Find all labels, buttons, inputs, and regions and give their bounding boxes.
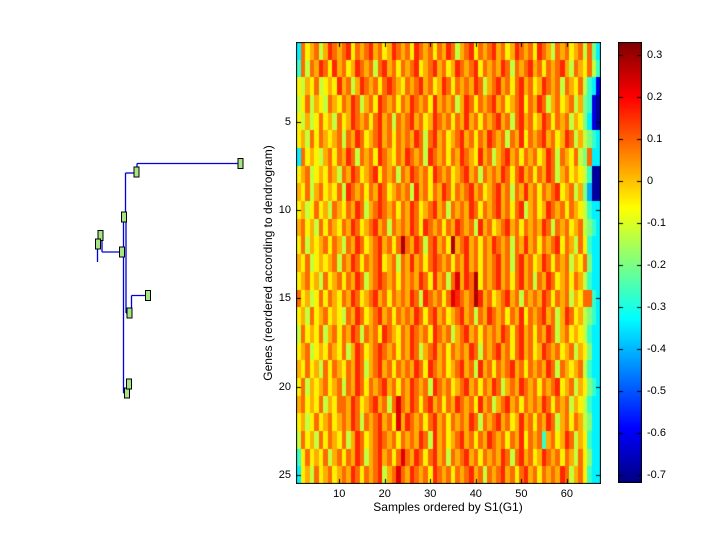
- colorbar-tick-label: -0.3: [647, 300, 666, 313]
- x-tick-label: 40: [469, 488, 482, 500]
- colorbar-tick-label: 0.1: [647, 132, 663, 145]
- dendrogram-node: [126, 378, 132, 390]
- y-tick-label: 20: [278, 380, 291, 393]
- dendrogram-node: [119, 246, 125, 258]
- colorbar-tick-label: 0.2: [647, 90, 663, 103]
- colorbar: [618, 42, 642, 483]
- y-tick-label: 25: [278, 469, 291, 482]
- dendrogram-node: [121, 211, 127, 223]
- y-tick-label: 10: [278, 203, 291, 216]
- x-tick-label: 60: [560, 488, 573, 500]
- x-tick-label: 10: [333, 488, 346, 500]
- dendrogram-node: [133, 166, 140, 178]
- colorbar-tick-label: -0.2: [647, 258, 666, 271]
- colorbar-tick-label: -0.6: [647, 426, 666, 439]
- colorbar-tick-label: -0.5: [647, 384, 666, 397]
- x-tick-label: 20: [378, 488, 391, 500]
- colorbar-tick-label: -0.4: [647, 342, 666, 355]
- dendrogram-node: [95, 238, 101, 250]
- y-tick-label: 5: [284, 115, 291, 128]
- y-axis-label: Genes (reordered according to dendrogram…: [261, 145, 275, 381]
- heatmap-plot: [296, 42, 601, 484]
- colorbar-tick-label: 0.3: [647, 48, 663, 61]
- x-axis-label: Samples ordered by S1(G1): [373, 500, 523, 514]
- colorbar-tick-label: 0: [647, 174, 654, 187]
- dendrogram-node: [126, 307, 133, 319]
- colorbar-tick-label: -0.1: [647, 216, 666, 229]
- x-tick-label: 30: [424, 488, 437, 500]
- dendrogram-node: [237, 158, 244, 169]
- y-tick-label: 15: [278, 292, 291, 305]
- x-tick-label: 50: [515, 488, 528, 500]
- colorbar-tick-label: -0.7: [647, 468, 666, 481]
- dendrogram-node: [145, 290, 151, 301]
